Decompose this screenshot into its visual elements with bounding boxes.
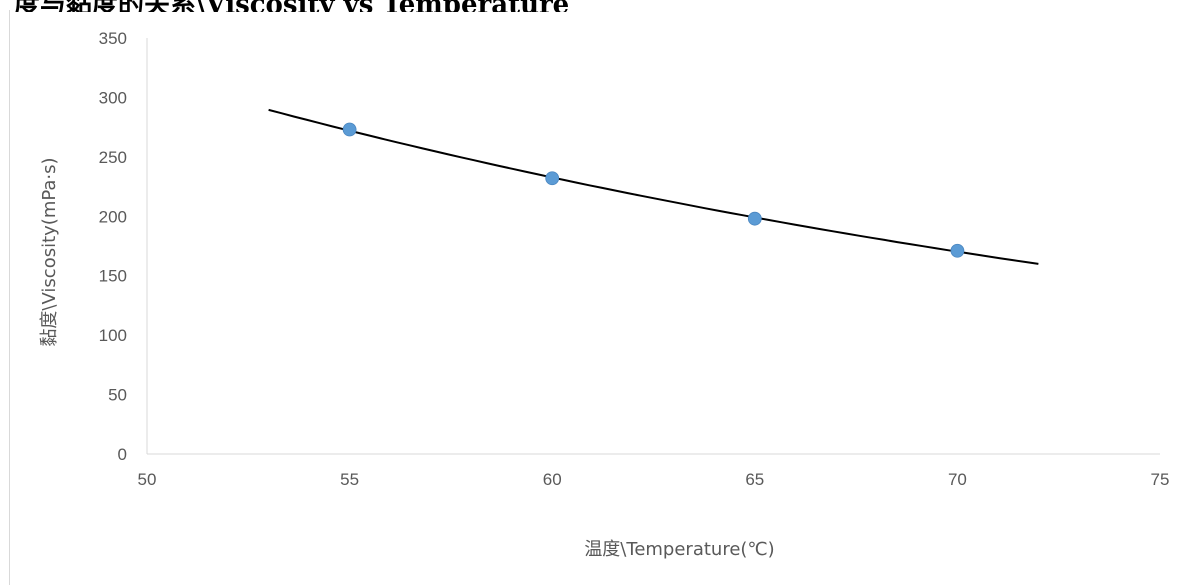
y-tick-label: 350 xyxy=(99,29,127,48)
y-tick-label: 0 xyxy=(118,445,127,464)
axes xyxy=(146,38,1160,455)
header-strip: 度与黏度的关系\Viscosity vs Temperature xyxy=(0,0,1189,12)
y-axis-title: 黏度\Viscosity(mPa·s) xyxy=(39,157,60,346)
x-tick-label: 55 xyxy=(340,470,359,489)
data-points xyxy=(342,122,965,258)
chart-border xyxy=(9,10,1189,585)
y-tick-label: 250 xyxy=(99,148,127,167)
y-tick-label: 300 xyxy=(99,88,127,107)
x-tick-label: 70 xyxy=(948,470,967,489)
tick-labels: 0 50 100 150 200 250 300 350 50 55 60 65 70 75 xyxy=(99,29,1170,489)
y-tick-label: 200 xyxy=(99,207,127,226)
data-point xyxy=(950,243,965,258)
x-axis-title: 温度\Temperature(℃) xyxy=(584,539,774,560)
chart-header-text: 度与黏度的关系\Viscosity vs Temperature xyxy=(14,0,569,12)
x-tick-label: 65 xyxy=(745,470,764,489)
trendline xyxy=(268,108,1039,265)
trendline-group xyxy=(268,108,1039,265)
y-tick-label: 150 xyxy=(99,267,127,286)
y-tick-label: 50 xyxy=(108,386,127,405)
data-point xyxy=(545,171,560,186)
x-tick-label: 75 xyxy=(1151,470,1170,489)
x-tick-label: 50 xyxy=(138,470,157,489)
data-point xyxy=(342,122,357,137)
data-point xyxy=(747,211,762,226)
y-tick-label: 100 xyxy=(99,326,127,345)
x-tick-label: 60 xyxy=(543,470,562,489)
